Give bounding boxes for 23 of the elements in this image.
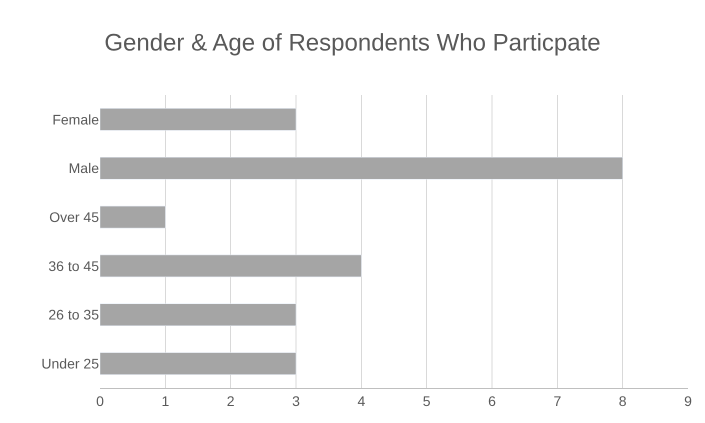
- x-tick-label: 2: [226, 392, 235, 409]
- y-tick-label: Male: [68, 160, 100, 176]
- x-tick-label: 5: [422, 392, 431, 409]
- y-tick-label: 26 to 35: [48, 306, 100, 323]
- bar: [100, 352, 296, 375]
- chart-title: Gender & Age of Respondents Who Particpate: [104, 30, 601, 57]
- y-tick-label: 36 to 45: [48, 258, 100, 274]
- x-tick-label: 3: [292, 392, 300, 409]
- x-tick-label: 7: [553, 392, 562, 409]
- bar: [100, 304, 296, 326]
- y-tick-label: Under 25: [41, 355, 100, 372]
- y-tick-label: Female: [52, 111, 100, 128]
- x-tick-label: 8: [618, 392, 627, 409]
- x-tick-label: 0: [96, 392, 104, 409]
- bar: [100, 206, 166, 228]
- x-tick-label: 1: [161, 392, 170, 409]
- bar: [100, 254, 362, 278]
- y-tick-label: Over 45: [49, 208, 100, 225]
- bar: [100, 157, 623, 180]
- bar: [100, 108, 296, 131]
- x-tick-label: 4: [357, 392, 366, 409]
- x-tick-label: 9: [684, 392, 692, 409]
- x-tick-label: 6: [488, 392, 496, 409]
